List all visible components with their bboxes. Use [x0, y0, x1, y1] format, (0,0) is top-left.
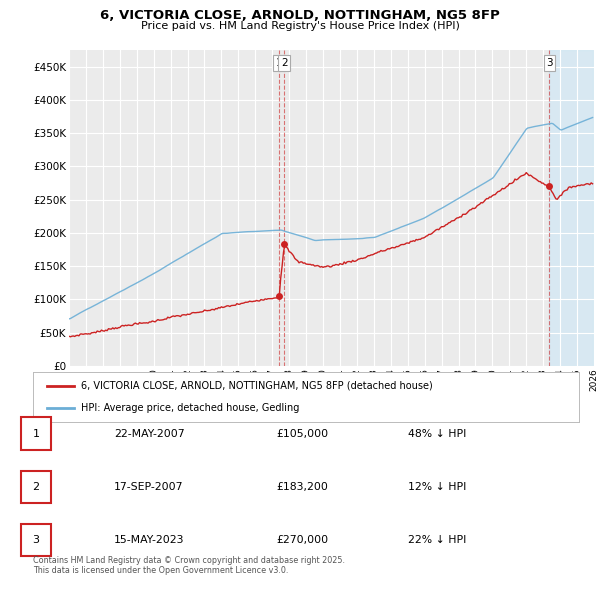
Text: 3: 3 [32, 535, 40, 545]
Text: HPI: Average price, detached house, Gedling: HPI: Average price, detached house, Gedl… [81, 403, 299, 413]
Text: 15-MAY-2023: 15-MAY-2023 [114, 535, 185, 545]
Text: 22% ↓ HPI: 22% ↓ HPI [408, 535, 466, 545]
Text: 22-MAY-2007: 22-MAY-2007 [114, 429, 185, 438]
Text: Contains HM Land Registry data © Crown copyright and database right 2025.
This d: Contains HM Land Registry data © Crown c… [33, 556, 345, 575]
Text: 2: 2 [281, 58, 287, 68]
Bar [550, 50, 593, 366]
Text: 48% ↓ HPI: 48% ↓ HPI [408, 429, 466, 438]
Text: 1: 1 [32, 429, 40, 438]
Text: £183,200: £183,200 [276, 482, 328, 491]
Text: 1: 1 [275, 58, 282, 68]
Text: 6, VICTORIA CLOSE, ARNOLD, NOTTINGHAM, NG5 8FP: 6, VICTORIA CLOSE, ARNOLD, NOTTINGHAM, N… [100, 9, 500, 22]
Text: £105,000: £105,000 [276, 429, 328, 438]
Text: 2: 2 [32, 482, 40, 491]
Text: 6, VICTORIA CLOSE, ARNOLD, NOTTINGHAM, NG5 8FP (detached house): 6, VICTORIA CLOSE, ARNOLD, NOTTINGHAM, N… [81, 381, 433, 391]
Text: 3: 3 [546, 58, 553, 68]
Text: Price paid vs. HM Land Registry's House Price Index (HPI): Price paid vs. HM Land Registry's House … [140, 21, 460, 31]
Text: £270,000: £270,000 [276, 535, 328, 545]
Text: 17-SEP-2007: 17-SEP-2007 [114, 482, 184, 491]
Text: 12% ↓ HPI: 12% ↓ HPI [408, 482, 466, 491]
